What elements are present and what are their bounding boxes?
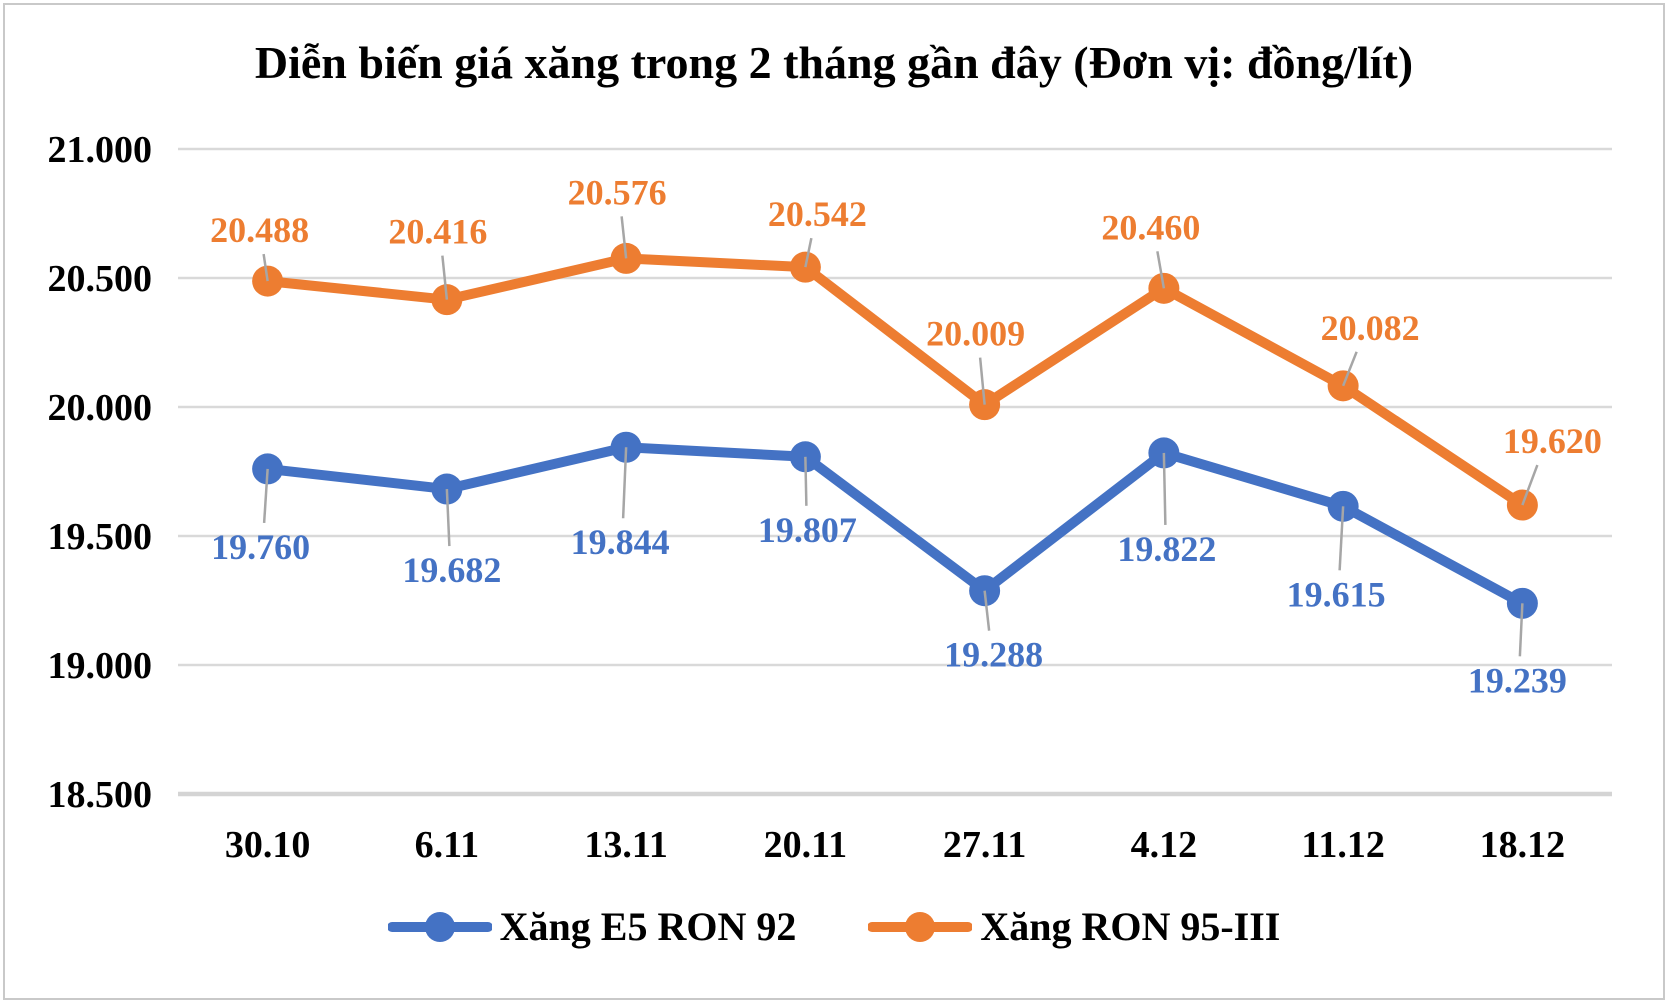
y-axis-tick-label: 19.500	[48, 516, 153, 558]
legend-marker-icon	[868, 911, 973, 942]
data-label-leader-line	[1341, 351, 1358, 387]
data-point-label-x-ng-e5-ron-92: 19.682	[402, 550, 501, 590]
data-label-leader-line	[262, 468, 269, 524]
series-line-x-ng-e5-ron-92	[262, 442, 1528, 609]
data-label-leader-line	[1521, 464, 1539, 506]
legend-item-x-ng-ron-95-iii: Xăng RON 95-III	[868, 903, 1280, 950]
data-point-label-x-ng-ron-95-iii: 20.009	[926, 314, 1025, 354]
x-axis-tick-label: 18.12	[1480, 824, 1566, 866]
data-point-label-x-ng-e5-ron-92: 19.615	[1287, 574, 1386, 614]
data-point-label-x-ng-ron-95-iii: 20.460	[1101, 207, 1200, 247]
x-axis-tick-label: 6.11	[415, 824, 479, 866]
legend-marker-icon	[387, 911, 492, 942]
x-axis-tick-label: 20.11	[764, 824, 847, 866]
data-point-label-x-ng-e5-ron-92: 19.844	[571, 522, 670, 562]
data-point-label-x-ng-e5-ron-92: 19.760	[211, 527, 310, 567]
data-label-leader-line	[1518, 603, 1524, 657]
y-axis-tick-label: 20.000	[48, 387, 153, 429]
legend-circle	[905, 911, 936, 942]
x-axis-tick-label: 30.10	[225, 824, 311, 866]
data-label-leader-line	[1162, 452, 1167, 525]
data-point-label-x-ng-ron-95-iii: 20.576	[568, 172, 667, 212]
data-point-label-x-ng-e5-ron-92: 19.807	[758, 510, 857, 550]
data-label-leader-line	[441, 255, 449, 300]
data-label-leader-line	[1338, 506, 1345, 571]
legend-circle	[424, 911, 455, 942]
data-point-marker-x-ng-e5-ron-92	[1327, 490, 1359, 522]
y-axis-tick-label: 18.500	[48, 774, 153, 816]
data-label-leader-line	[621, 447, 628, 519]
data-point-label-x-ng-ron-95-iii: 19.620	[1503, 421, 1602, 461]
data-point-label-x-ng-e5-ron-92: 19.239	[1468, 660, 1567, 700]
data-point-label-x-ng-e5-ron-92: 19.288	[944, 635, 1043, 675]
y-axis-tick-label: 21.000	[48, 129, 153, 171]
legend-label: Xăng E5 RON 92	[499, 904, 797, 949]
legend-item-x-ng-e5-ron-92: Xăng E5 RON 92	[387, 903, 797, 950]
data-label-leader-line	[983, 590, 991, 631]
data-label-leader-line	[804, 456, 808, 506]
data-label-leader-line	[620, 216, 628, 259]
x-axis-tick-label: 27.11	[943, 824, 1026, 866]
data-point-label-x-ng-ron-95-iii: 20.542	[768, 194, 867, 234]
data-label-leader-line	[978, 357, 986, 405]
data-point-label-x-ng-ron-95-iii: 20.082	[1321, 308, 1420, 348]
data-point-label-x-ng-e5-ron-92: 19.822	[1117, 529, 1216, 569]
legend: Xăng E5 RON 92 Xăng RON 95-III	[0, 903, 1668, 950]
data-point-marker-x-ng-ron-95-iii	[1506, 489, 1538, 521]
data-label-leader-line	[804, 237, 813, 268]
y-axis-tick-label: 19.000	[48, 645, 153, 687]
data-label-leader-line	[445, 488, 451, 547]
chart-title: Diễn biến giá xăng trong 2 tháng gần đây…	[254, 37, 1414, 88]
data-label-leader-line	[262, 253, 269, 282]
x-axis-tick-label: 4.12	[1131, 824, 1198, 866]
data-point-label-x-ng-ron-95-iii: 20.488	[210, 210, 309, 250]
series-line-x-ng-ron-95-iii	[262, 253, 1528, 511]
y-axis-tick-label: 20.500	[48, 258, 153, 300]
data-label-leader-line	[1156, 251, 1166, 289]
x-axis-tick-label: 13.11	[584, 824, 667, 866]
x-axis-tick-label: 11.12	[1301, 824, 1384, 866]
data-point-label-x-ng-ron-95-iii: 20.416	[388, 212, 487, 252]
legend-label: Xăng RON 95-III	[980, 904, 1281, 949]
